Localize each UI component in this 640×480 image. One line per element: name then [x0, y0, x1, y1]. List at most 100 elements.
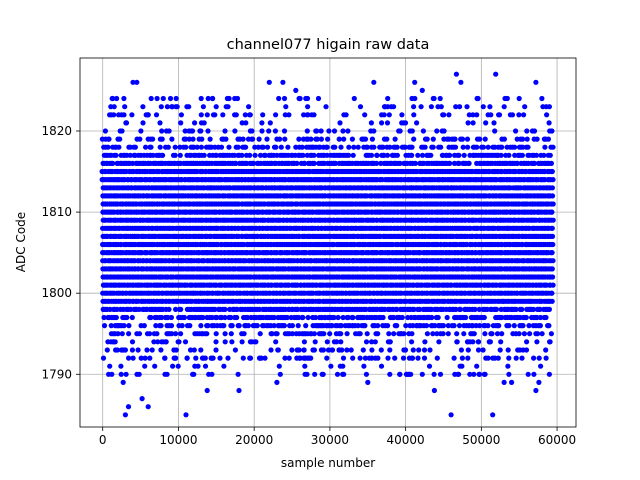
data-point — [485, 144, 491, 150]
data-point — [327, 331, 333, 337]
data-point — [250, 136, 256, 142]
data-point — [160, 152, 166, 158]
data-point — [397, 128, 403, 134]
data-point — [471, 331, 477, 337]
data-point — [277, 136, 283, 142]
data-point — [239, 152, 245, 158]
data-point — [264, 144, 271, 150]
data-point — [229, 323, 235, 329]
data-point — [461, 152, 467, 158]
data-point — [344, 331, 350, 337]
data-point — [169, 331, 175, 337]
data-point — [409, 331, 415, 337]
data-point — [336, 136, 342, 142]
data-point — [213, 331, 219, 337]
data-point — [380, 314, 386, 321]
data-point — [218, 144, 225, 150]
data-point — [192, 120, 198, 126]
data-point — [126, 331, 132, 337]
data-point — [159, 314, 165, 321]
data-point — [463, 314, 469, 321]
data-point — [228, 331, 234, 337]
data-point — [281, 128, 288, 134]
data-point — [429, 314, 435, 321]
data-point — [158, 323, 164, 329]
data-point — [143, 144, 149, 150]
data-point — [435, 314, 441, 321]
data-point — [269, 331, 275, 337]
data-point — [440, 323, 446, 329]
data-point — [166, 306, 172, 312]
data-point — [259, 120, 265, 126]
data-point — [456, 152, 462, 158]
data-point — [205, 128, 211, 134]
data-point — [113, 152, 119, 158]
data-point — [341, 136, 347, 142]
data-point — [106, 136, 112, 142]
data-point — [337, 120, 343, 126]
data-point — [228, 314, 234, 321]
data-point — [116, 144, 122, 150]
data-point — [409, 144, 415, 150]
data-point — [392, 136, 398, 142]
data-point — [256, 136, 262, 142]
data-point — [489, 331, 495, 337]
data-point — [173, 331, 179, 337]
data-point — [464, 136, 471, 142]
data-point — [105, 144, 111, 150]
data-point — [424, 331, 430, 337]
data-point — [148, 314, 154, 321]
data-point — [384, 152, 391, 158]
data-point — [126, 323, 132, 329]
data-point — [179, 323, 185, 329]
data-point — [262, 152, 268, 158]
data-point — [267, 120, 273, 126]
data-point — [101, 323, 108, 329]
data-point — [159, 128, 165, 134]
data-point — [204, 331, 210, 337]
data-point — [281, 323, 287, 329]
data-point — [391, 331, 397, 337]
data-point — [304, 128, 310, 134]
data-point — [452, 144, 459, 150]
data-point — [451, 323, 457, 329]
data-point — [324, 144, 330, 150]
data-point — [119, 128, 125, 134]
data-point — [325, 136, 331, 142]
data-point — [459, 136, 466, 142]
data-point — [340, 128, 346, 134]
data-point — [234, 314, 240, 321]
data-point — [300, 314, 306, 321]
data-point — [273, 144, 279, 150]
data-point — [483, 120, 489, 126]
data-point — [294, 160, 300, 166]
data-point — [402, 120, 409, 126]
data-point — [470, 120, 476, 126]
data-point — [445, 331, 451, 337]
data-point — [399, 314, 405, 321]
data-point — [465, 120, 471, 126]
data-point — [221, 323, 227, 329]
data-point — [205, 323, 211, 329]
data-point — [374, 152, 380, 158]
data-point — [379, 120, 385, 126]
data-point — [345, 128, 351, 134]
data-point — [177, 144, 183, 150]
data-point — [491, 120, 497, 126]
data-point — [198, 144, 204, 150]
data-point — [178, 306, 184, 312]
data-point — [214, 314, 220, 321]
data-point — [245, 323, 251, 329]
data-point — [415, 152, 421, 158]
data-point — [252, 152, 258, 158]
data-point — [254, 323, 260, 329]
data-point — [394, 152, 400, 158]
data-point — [454, 331, 460, 337]
data-point — [257, 331, 263, 337]
data-point — [121, 323, 127, 329]
data-point — [259, 128, 265, 134]
data-point — [241, 331, 247, 337]
data-point — [194, 144, 200, 150]
data-point — [119, 331, 125, 337]
